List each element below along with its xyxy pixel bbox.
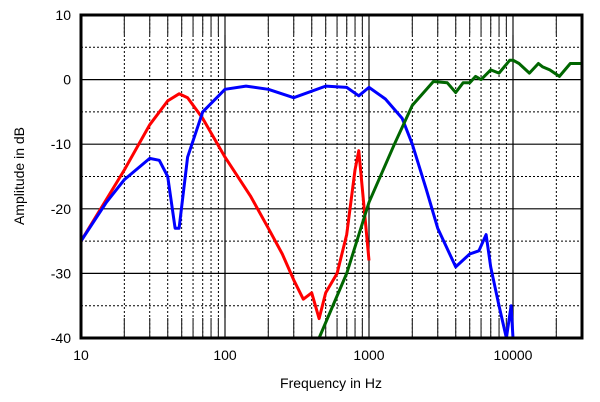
y-tick-label: 10 xyxy=(55,7,71,23)
x-axis-label: Frequency in Hz xyxy=(280,375,382,391)
tweeter-curve xyxy=(317,58,582,339)
curves xyxy=(79,58,582,340)
y-axis-label: Amplitude in dB xyxy=(11,127,27,225)
x-tick-label: 10 xyxy=(73,347,89,363)
y-tick-labels: 10 0 -10 -20 -30 -40 xyxy=(51,7,71,346)
x-tick-label: 1000 xyxy=(353,347,384,363)
y-tick-label: -30 xyxy=(51,265,71,281)
x-tick-labels: 10 100 1000 10000 xyxy=(73,347,532,363)
plot-frame xyxy=(79,13,584,340)
woofer-curve xyxy=(79,92,371,321)
x-tick-label: 10000 xyxy=(494,347,533,363)
y-tick-label: -10 xyxy=(51,136,71,152)
y-tick-label: -20 xyxy=(51,201,71,217)
y-tick-label: -40 xyxy=(51,330,71,346)
midrange-curve xyxy=(79,84,515,340)
y-tick-label: 0 xyxy=(63,72,71,88)
x-tick-label: 100 xyxy=(213,347,237,363)
